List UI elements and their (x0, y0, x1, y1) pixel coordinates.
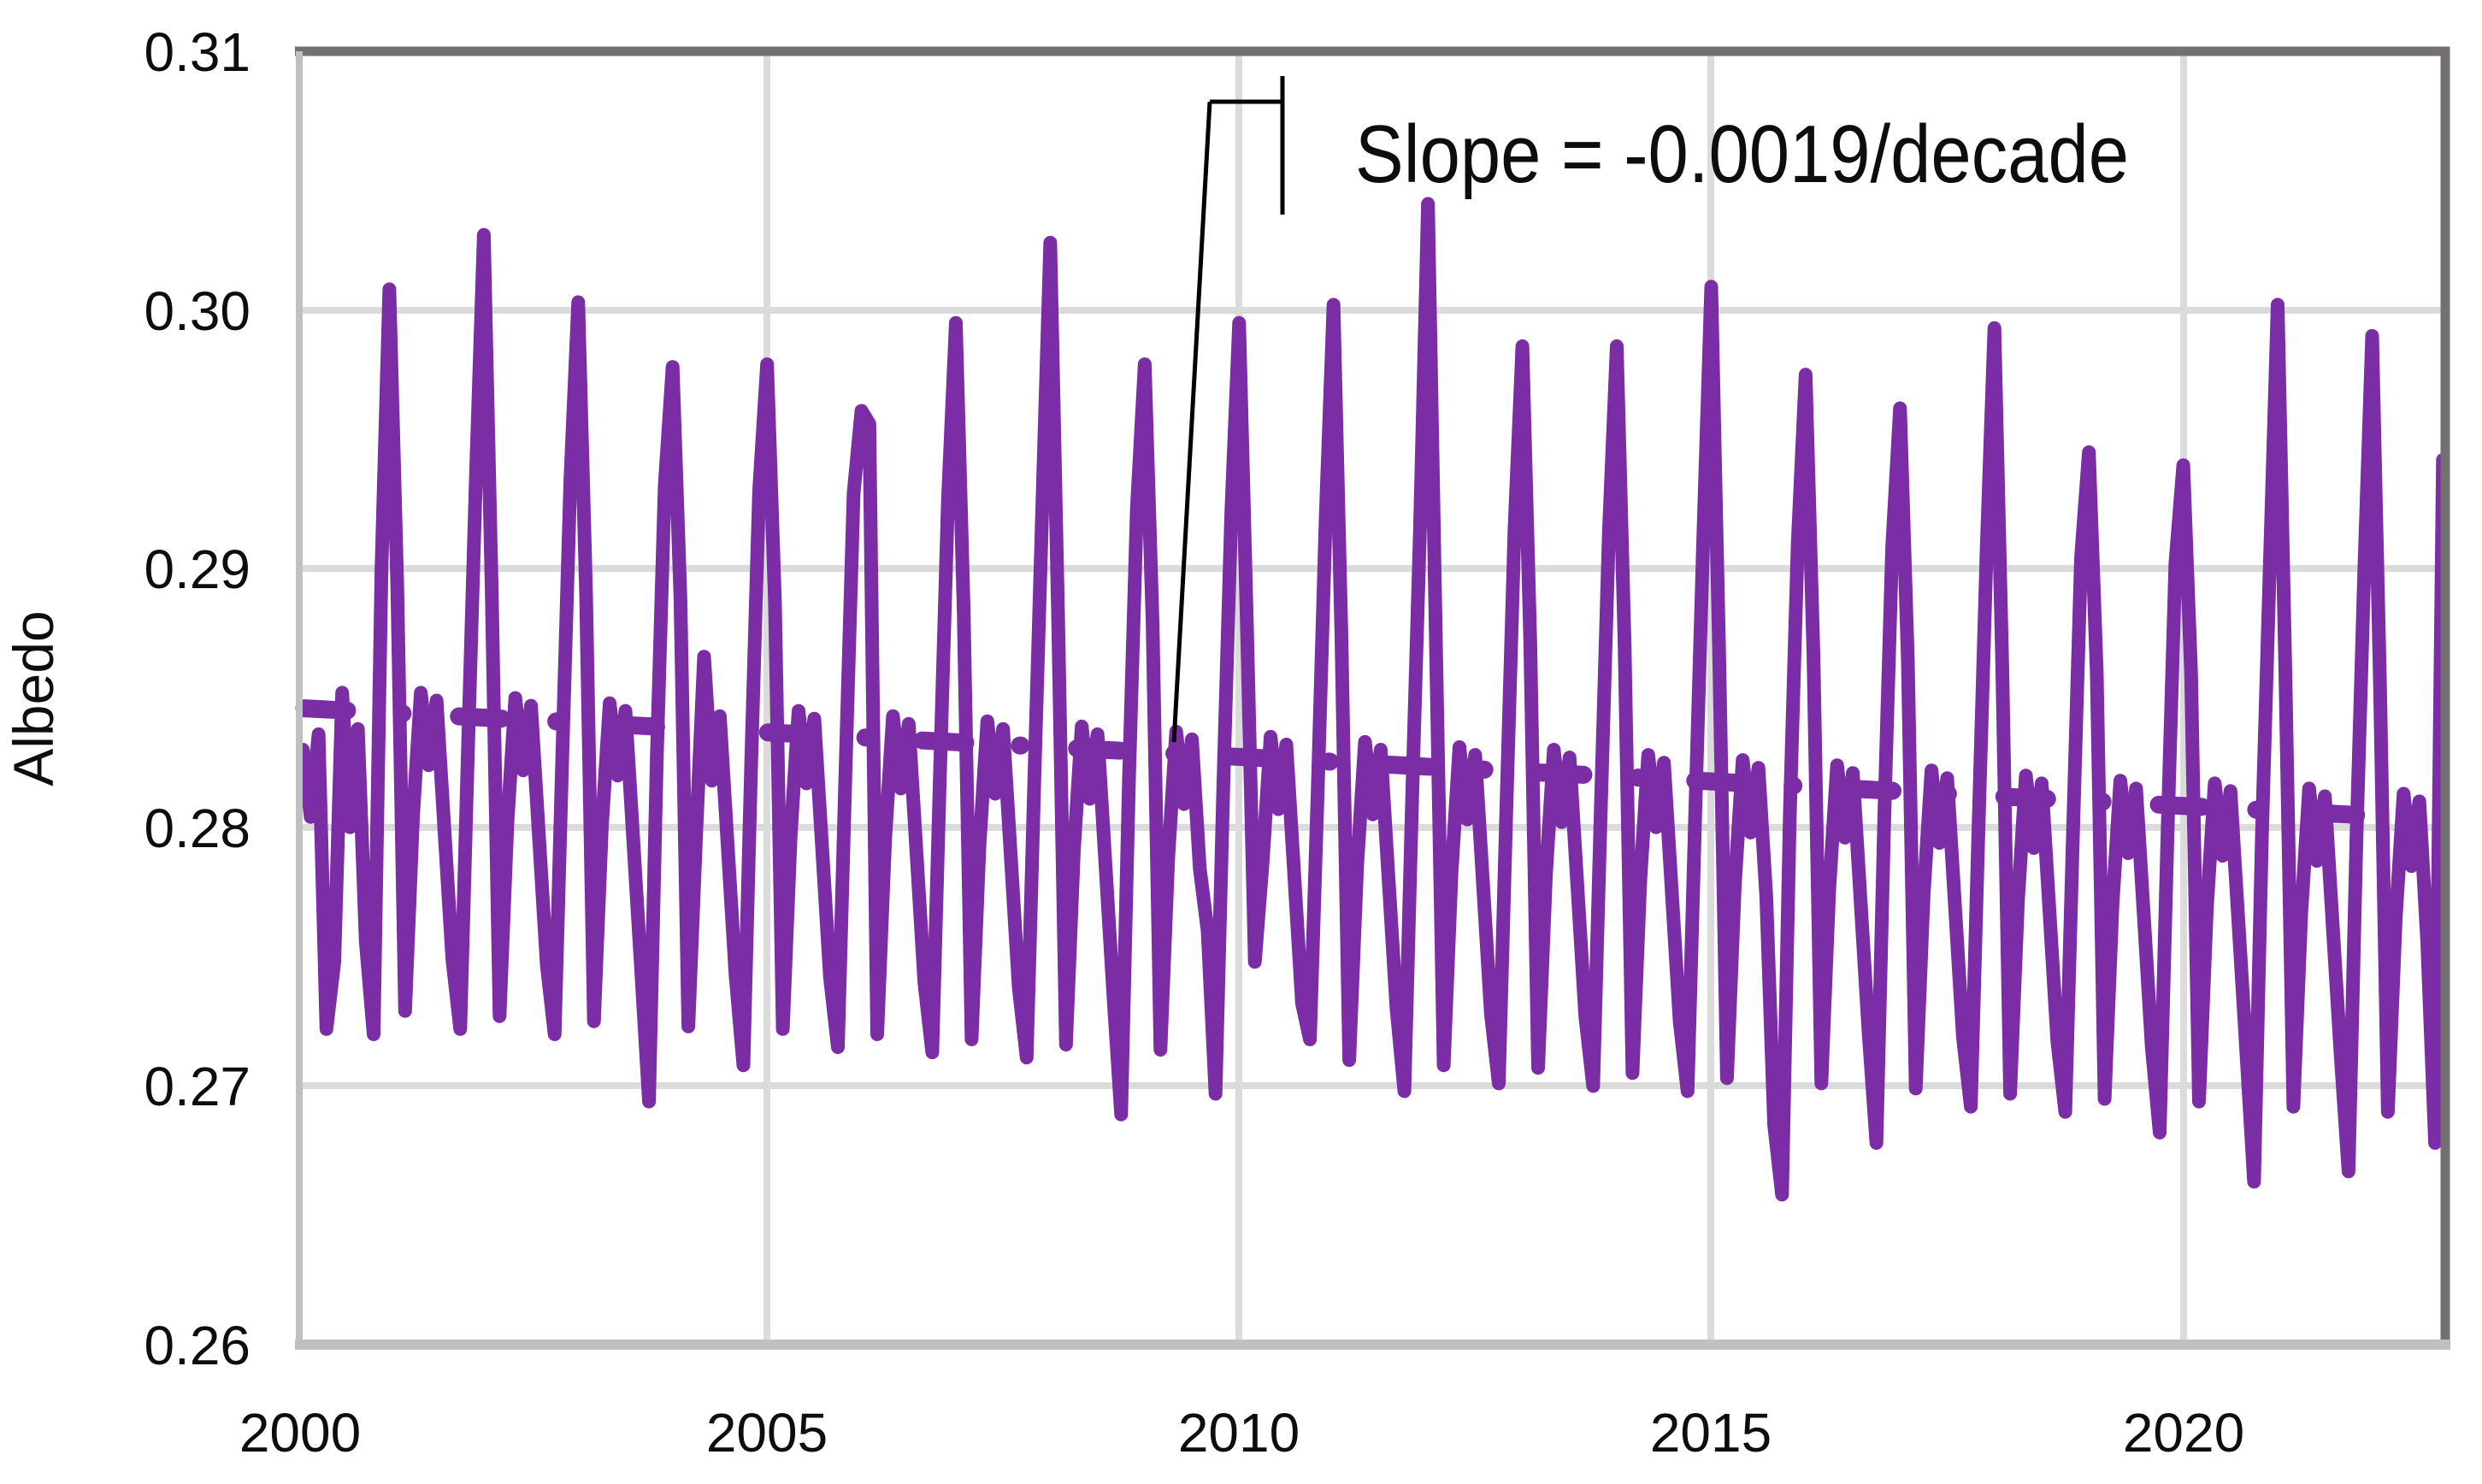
trend-line (295, 699, 2454, 829)
y-tick-0.29: 0.29 (144, 539, 251, 600)
leader-slant (1171, 101, 1212, 743)
y-axis-title: Albedo (2, 610, 65, 786)
x-tick-2000: 2000 (239, 1402, 361, 1463)
x-tick-2010: 2010 (1178, 1402, 1300, 1463)
y-tick-0.28: 0.28 (144, 798, 251, 859)
slope-annotation: Slope = -0.0019/decade (1355, 109, 2129, 200)
gridlines (299, 51, 2445, 1345)
y-tick-0.27: 0.27 (144, 1056, 251, 1117)
y-tick-0.26: 0.26 (144, 1315, 251, 1376)
x-tick-2020: 2020 (2123, 1402, 2244, 1463)
annotation-leader-line (1171, 76, 1285, 743)
y-tick-0.31: 0.31 (144, 21, 251, 83)
plot-border (295, 46, 2450, 1350)
albedo-line (296, 197, 2450, 1202)
y-tick-0.30: 0.30 (144, 280, 251, 342)
x-tick-2005: 2005 (706, 1402, 828, 1463)
y-axis-tick-labels: 0.31 0.30 0.29 0.28 0.27 0.26 (144, 21, 251, 1376)
x-tick-2015: 2015 (1650, 1402, 1772, 1463)
x-axis-tick-labels: 2000 2005 2010 2015 2020 (239, 1402, 2244, 1463)
